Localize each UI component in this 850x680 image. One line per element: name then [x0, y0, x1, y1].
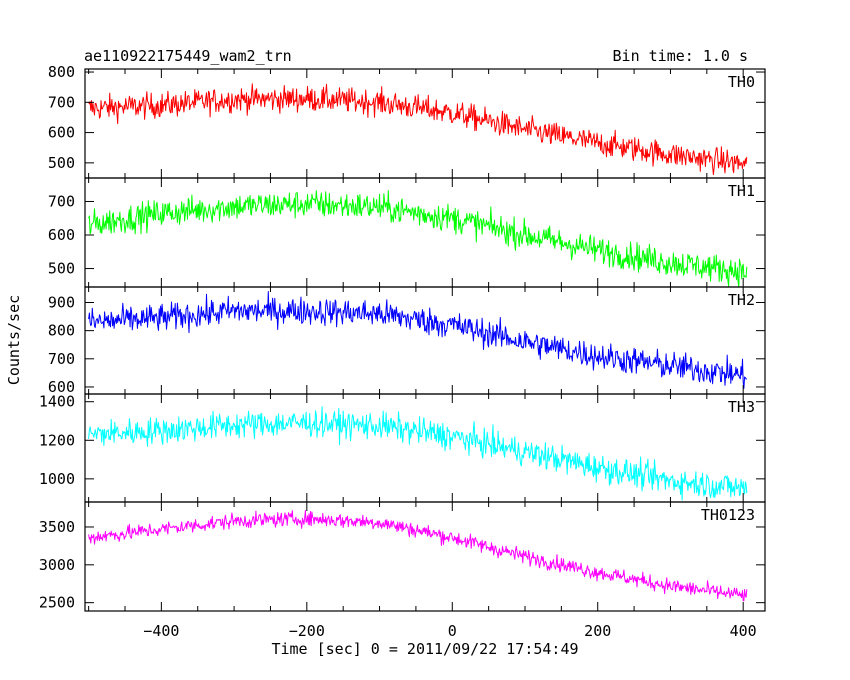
panel-label-th0123: TH0123 — [701, 506, 755, 524]
panels-group: 500 600 700 800 TH0 500 600 700 TH1 600 700 800 900 T… — [39, 63, 766, 640]
x-tick-label: 200 — [584, 622, 611, 640]
y-tick-label: 600 — [48, 378, 75, 396]
panel-label-th1: TH1 — [728, 182, 755, 200]
panel-th3: 1000 1200 1400 TH3 — [39, 393, 766, 503]
y-axis-title: Counts/sec — [5, 295, 23, 385]
panel-label-th0: TH0 — [728, 73, 755, 91]
y-tick-label: 800 — [48, 63, 75, 81]
chart-title: ae110922175449_wam2_trn — [84, 47, 292, 65]
panel-frame — [84, 501, 766, 612]
bin-time-label: Bin time: 1.0 s — [613, 47, 748, 65]
panel-frame — [84, 177, 766, 288]
panel-frame — [84, 393, 766, 503]
panel-frame — [84, 286, 766, 395]
y-tick-label: 1200 — [39, 431, 75, 449]
y-tick-label: 1000 — [39, 470, 75, 488]
y-tick-label: 3500 — [39, 518, 75, 536]
x-tick-label: −400 — [143, 622, 179, 640]
panel-frame — [84, 68, 766, 179]
panel-label-th2: TH2 — [728, 291, 755, 309]
y-tick-label: 700 — [48, 192, 75, 210]
y-tick-label: 500 — [48, 260, 75, 278]
series-th0-line — [88, 83, 748, 176]
x-tick-label: 0 — [448, 622, 457, 640]
y-tick-label: 700 — [48, 93, 75, 111]
panel-th0: 500 600 700 800 TH0 — [48, 63, 766, 179]
x-tick-label: 400 — [730, 622, 757, 640]
y-tick-label: 700 — [48, 350, 75, 368]
x-axis-title: Time [sec] 0 = 2011/09/22 17:54:49 — [271, 640, 578, 658]
y-tick-label: 2500 — [39, 594, 75, 612]
panel-label-th3: TH3 — [728, 398, 755, 416]
y-tick-label: 800 — [48, 322, 75, 340]
series-th1-line — [88, 190, 748, 287]
x-tick-label: −200 — [289, 622, 325, 640]
y-tick-label: 500 — [48, 154, 75, 172]
y-tick-label: 600 — [48, 226, 75, 244]
y-tick-label: 3000 — [39, 556, 75, 574]
y-tick-label: 900 — [48, 293, 75, 311]
series-th2-line — [88, 291, 748, 389]
panel-th0123: 2500 3000 3500 TH0123 — [39, 501, 766, 612]
series-th0123-line — [88, 509, 748, 602]
series-th3-line — [88, 406, 748, 501]
panel-th1: 500 600 700 TH1 — [48, 177, 766, 288]
panel-th2: 600 700 800 900 TH2 — [48, 286, 766, 396]
y-tick-label: 600 — [48, 124, 75, 142]
y-tick-label: 1400 — [39, 393, 75, 411]
